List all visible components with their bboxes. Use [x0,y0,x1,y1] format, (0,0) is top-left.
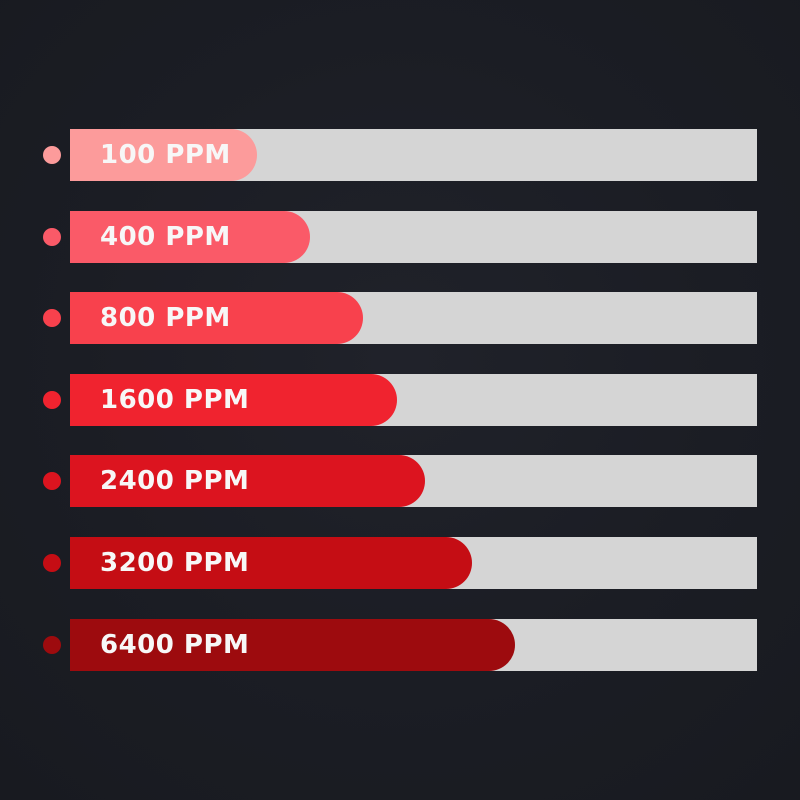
bar-track: 100 PPM [70,129,757,181]
bar-label: 800 PPM [100,303,231,333]
bar-label: 1600 PPM [100,385,250,415]
bar-row: 800 PPM [0,292,800,344]
bar-fill: 2400 PPM [70,455,426,507]
bullet-dot [43,391,61,409]
bullet-dot [43,309,61,327]
bullet-dot [43,228,61,246]
bar-fill: 400 PPM [70,211,310,263]
bar-row: 2400 PPM [0,455,800,507]
bar-fill: 100 PPM [70,129,257,181]
bar-fill: 1600 PPM [70,374,397,426]
bar-row: 3200 PPM [0,537,800,589]
bullet-dot [43,472,61,490]
bar-label: 400 PPM [100,222,231,252]
bar-label: 100 PPM [100,140,231,170]
bar-track: 2400 PPM [70,455,757,507]
bar-row: 100 PPM [0,129,800,181]
bullet-dot [43,636,61,654]
bar-track: 6400 PPM [70,619,757,671]
bar-row: 400 PPM [0,211,800,263]
bar-track: 400 PPM [70,211,757,263]
bar-label: 6400 PPM [100,630,250,660]
bar-fill: 3200 PPM [70,537,472,589]
bar-row: 6400 PPM [0,619,800,671]
bar-fill: 6400 PPM [70,619,516,671]
bar-label: 2400 PPM [100,466,250,496]
bullet-dot [43,146,61,164]
bar-fill: 800 PPM [70,292,363,344]
bar-track: 3200 PPM [70,537,757,589]
bar-track: 1600 PPM [70,374,757,426]
bullet-dot [43,554,61,572]
bar-track: 800 PPM [70,292,757,344]
bar-label: 3200 PPM [100,548,250,578]
bar-row: 1600 PPM [0,374,800,426]
